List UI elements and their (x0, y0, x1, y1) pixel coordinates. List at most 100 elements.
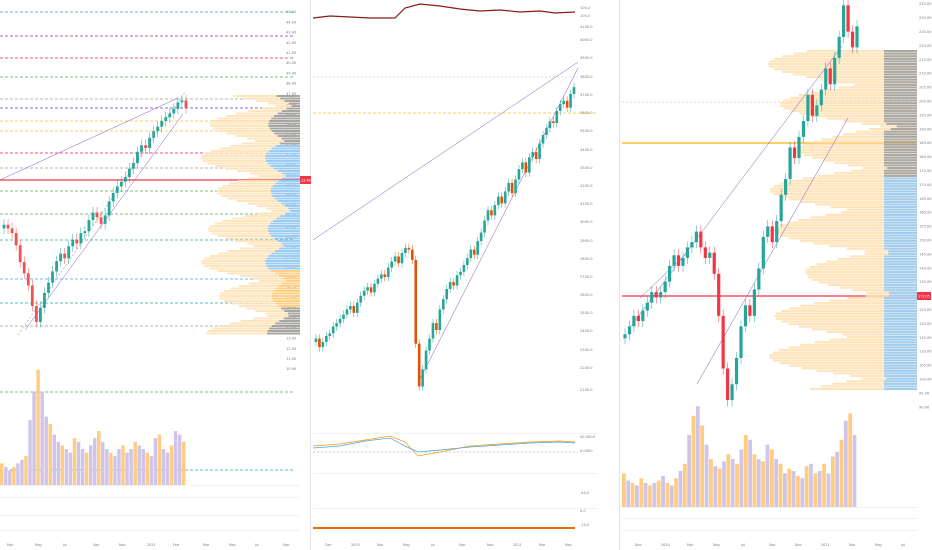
volume-profile-bar (826, 330, 917, 333)
volume-profile-bar (850, 375, 917, 378)
volume-profile-bar (217, 117, 300, 120)
volume-profile-bar (811, 278, 917, 281)
volume-profile-bar (266, 207, 300, 210)
volume-profile-bar (284, 140, 300, 142)
candle (676, 255, 681, 266)
x-tick-label: Jul (430, 543, 435, 547)
volume-profile-bar (825, 213, 917, 216)
volume-profile-bar (281, 110, 300, 112)
volume-profile-bar (217, 192, 300, 195)
volume-profile-bar (884, 135, 917, 138)
indicator-label: 0.0 (580, 509, 586, 513)
volume-profile-bar (287, 312, 300, 315)
y-tick-label: 11.00 (286, 357, 297, 361)
volume-profile-bar (884, 211, 917, 214)
volume-profile-bar (789, 307, 917, 310)
volume-profile-bar (259, 280, 300, 282)
volume-profile-bar (247, 177, 300, 180)
volume-profile-bar (237, 180, 300, 182)
volume-profile-bar (256, 100, 300, 102)
volume-profile-bar (884, 388, 917, 391)
candle (641, 310, 645, 322)
volume-profile-bar (236, 135, 300, 137)
y-tick-label: 125.00 (919, 308, 932, 312)
volume-profile-bar (772, 351, 917, 354)
candle (111, 192, 115, 202)
volume-profile-bar (884, 161, 917, 164)
y-tick-label: 37.00 (286, 92, 297, 96)
volume-bar (173, 431, 178, 485)
candle (842, 5, 846, 37)
volume-profile-bar (220, 297, 300, 300)
volume-profile-bar (807, 273, 917, 276)
volume-profile-bar (884, 299, 917, 302)
volume-profile-bar (270, 222, 300, 225)
candle (355, 302, 359, 313)
y-tick-label: 115.00 (919, 336, 932, 340)
volume-profile-bar (846, 247, 917, 250)
volume-bar (748, 439, 752, 507)
volume-profile-bar (884, 120, 917, 123)
volume-profile-bar (282, 282, 300, 285)
volume-profile-bar (884, 367, 917, 370)
volume-profile-bar (843, 133, 917, 136)
volume-profile-bar (884, 271, 917, 274)
candle (850, 31, 855, 48)
candle (572, 87, 576, 94)
volume-profile-bar (884, 369, 917, 372)
volume-profile-bar (266, 257, 300, 260)
volume-profile-bar (884, 375, 917, 378)
volume-profile-bar (257, 212, 300, 215)
volume-profile-bar (884, 83, 917, 86)
x-tick-label: Dec (325, 543, 332, 547)
volume-bar (169, 445, 174, 485)
volume-profile-bar (779, 349, 917, 352)
candle (123, 177, 127, 182)
y-tick-label: 41.00 (286, 51, 297, 55)
indicator-line-2 (312, 437, 576, 453)
candle (627, 326, 632, 335)
x-tick-label: May (403, 543, 410, 547)
volume-profile-bar (884, 234, 917, 237)
volume-profile-bar (200, 157, 300, 160)
volume-profile-bar (884, 185, 917, 188)
volume-profile-bar (884, 70, 917, 73)
volume-bar (700, 425, 705, 507)
volume-bar (20, 459, 24, 485)
volume-bar (852, 435, 857, 507)
top-indicator-line (312, 3, 576, 19)
y-tick-label: 42.00 (286, 41, 297, 45)
candle (91, 212, 95, 221)
volume-profile-bar (283, 317, 300, 320)
volume-profile-bar (884, 224, 917, 227)
volume-profile-bar (884, 333, 917, 336)
volume-profile-bar (884, 94, 917, 97)
candle (67, 246, 71, 259)
y-tick-label: 170.00 (919, 183, 932, 187)
volume-profile-bar (274, 197, 300, 200)
volume-profile-bar (271, 210, 300, 212)
volume-bar (125, 452, 129, 485)
volume-profile-bar (271, 187, 300, 190)
volume-bar (674, 478, 678, 507)
y-tick-label: 20.00 (286, 265, 297, 269)
volume-profile-bar (265, 160, 300, 162)
candle (757, 268, 761, 290)
candle (107, 201, 111, 216)
y-tick-label: 3700.0 (580, 93, 593, 97)
volume-profile-bar (248, 110, 300, 112)
candle (824, 68, 828, 90)
volume-bar (56, 441, 61, 485)
candle (136, 151, 139, 164)
candle (846, 5, 850, 32)
volume-profile-bar (793, 52, 917, 55)
candle (779, 194, 783, 222)
volume-profile-bar (884, 86, 917, 89)
candle (18, 245, 22, 263)
volume-bar (52, 434, 57, 485)
x-tick-label: Jul (62, 543, 67, 547)
candle (837, 36, 841, 58)
candle (721, 315, 725, 369)
candle (380, 274, 383, 279)
volume-profile-bar (249, 172, 300, 175)
